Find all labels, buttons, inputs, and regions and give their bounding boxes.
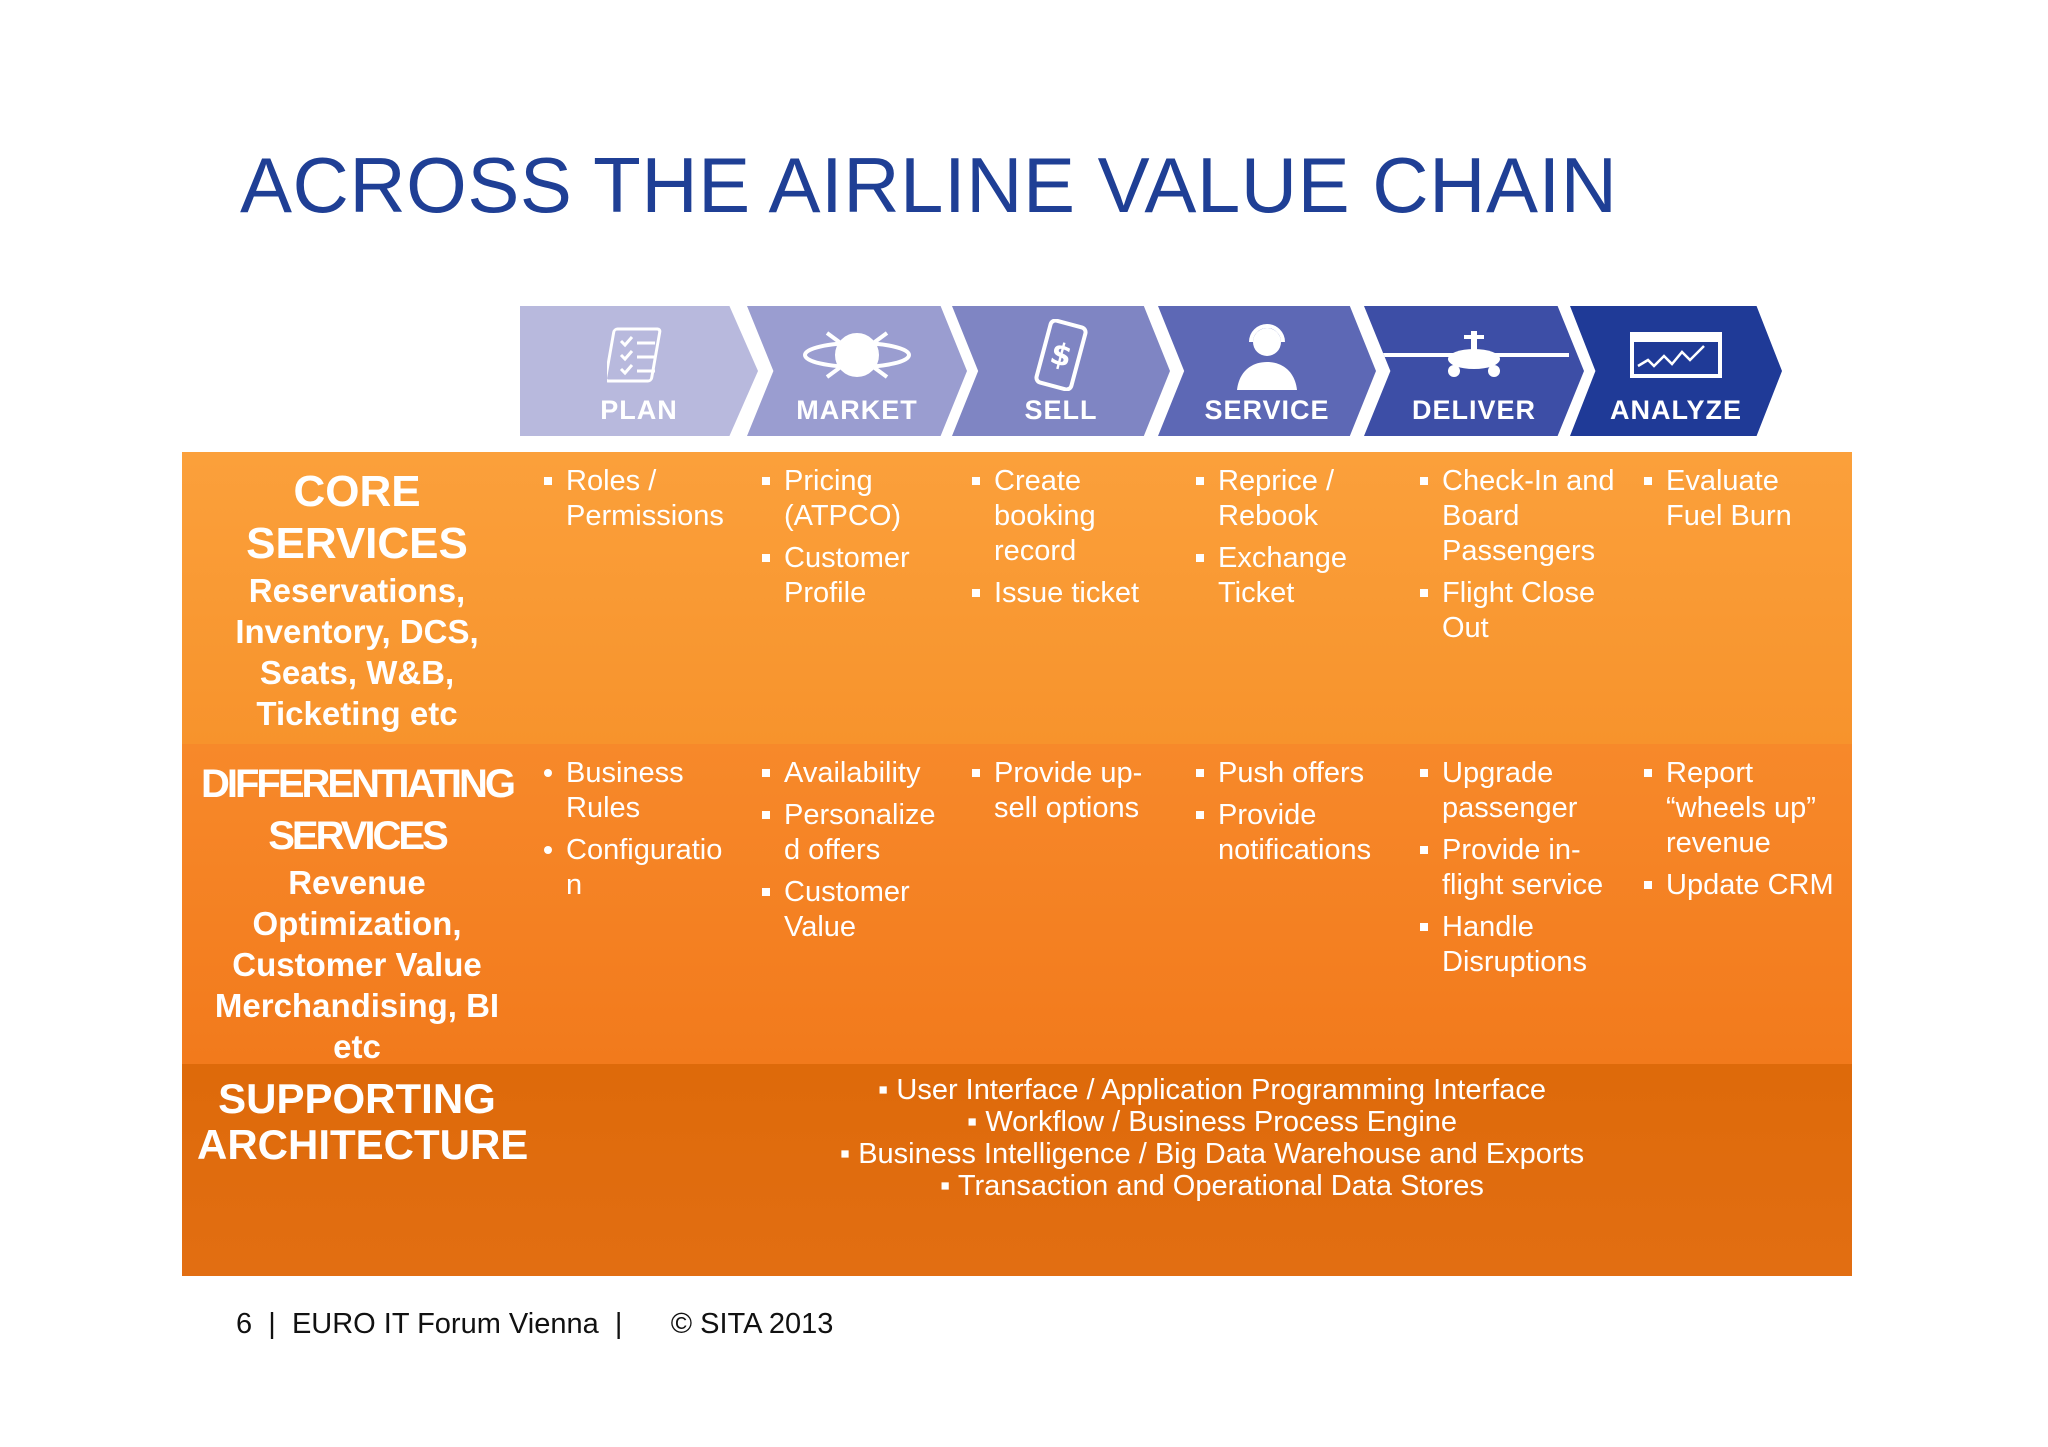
stage-deliver: DELIVER xyxy=(1364,306,1584,436)
stage-plan: PLAN xyxy=(520,306,758,436)
list-item: Customer Profile xyxy=(762,541,942,611)
stage-sell: $ SELL xyxy=(952,306,1170,436)
phone-dollar-icon: $ xyxy=(952,314,1170,396)
core-services-band: CORE SERVICES Reservations, Inventory, D… xyxy=(182,452,1852,744)
list-item: Reprice / Rebook xyxy=(1196,464,1386,534)
svg-text:$: $ xyxy=(1046,336,1075,375)
stage-label: SELL xyxy=(1024,395,1098,425)
list-item: Business Rules xyxy=(544,756,734,826)
core-cell-sell: Create booking record Issue ticket xyxy=(972,464,1162,618)
separator: | xyxy=(268,1308,276,1340)
list-item: Provide in-flight service xyxy=(1420,833,1620,903)
list-item: Exchange Ticket xyxy=(1196,541,1386,611)
list-item: Check-In and Board Passengers xyxy=(1420,464,1620,569)
list-item: Flight Close Out xyxy=(1420,576,1620,646)
airplane-icon xyxy=(1364,314,1584,396)
list-item: Personalize d offers xyxy=(762,798,942,868)
stage-label: PLAN xyxy=(600,395,678,425)
separator: | xyxy=(614,1308,623,1340)
stage-label: ANALYZE xyxy=(1609,395,1743,425)
list-item: Roles / Permissions xyxy=(544,464,744,534)
list-item: Availability xyxy=(762,756,942,791)
diff-cell-analyze: Report “wheels up” revenue Update CRM xyxy=(1644,756,1834,910)
list-item: Report “wheels up” revenue xyxy=(1644,756,1834,861)
architecture-list: User Interface / Application Programming… xyxy=(572,1074,1852,1202)
stage-market: MARKET xyxy=(747,306,967,436)
list-item: Customer Value xyxy=(762,875,942,945)
list-item: Transaction and Operational Data Stores xyxy=(572,1170,1852,1202)
copyright: © SITA 2013 xyxy=(670,1308,834,1340)
list-item: Create booking record xyxy=(972,464,1162,569)
list-item: Provide up-sell options xyxy=(972,756,1162,826)
list-item: Update CRM xyxy=(1644,868,1834,903)
list-item: Business Intelligence / Big Data Warehou… xyxy=(572,1138,1852,1170)
diff-cell-plan: Business Rules Configuratio n xyxy=(544,756,734,910)
slide-footer: 6 | EURO IT Forum Vienna | © SITA 2013 xyxy=(236,1308,833,1341)
list-item: Provide notifications xyxy=(1196,798,1396,868)
core-cell-service: Reprice / Rebook Exchange Ticket xyxy=(1196,464,1386,618)
event-name: EURO IT Forum Vienna xyxy=(291,1308,599,1340)
stage-label: DELIVER xyxy=(1411,395,1537,425)
diff-cell-sell: Provide up-sell options xyxy=(972,756,1162,833)
diff-cell-deliver: Upgrade passenger Provide in-flight servi… xyxy=(1420,756,1620,987)
stage-service: SERVICE xyxy=(1158,306,1376,436)
agent-headset-icon xyxy=(1158,314,1376,396)
list-item: Configuratio n xyxy=(544,833,734,903)
diff-cell-market: Availability Personalize d offers Customer… xyxy=(762,756,942,952)
list-item: Handle Disruptions xyxy=(1420,910,1620,980)
core-cell-plan: Roles / Permissions xyxy=(544,464,744,541)
chart-screen-icon xyxy=(1570,314,1782,396)
core-cell-deliver: Check-In and Board Passengers Flight Clos… xyxy=(1420,464,1620,653)
list-item: Push offers xyxy=(1196,756,1396,791)
differentiating-services-heading: DIFFERENTIATING SERVICES Revenue Optimiz… xyxy=(200,762,516,1065)
value-chain-chevrons: PLAN MARKET $ SELL SERVICE DELIVER ANALY… xyxy=(520,306,1782,436)
core-services-heading: CORE SERVICES Reservations, Inventory, D… xyxy=(235,467,479,732)
list-item: Pricing (ATPCO) xyxy=(762,464,942,534)
stage-label: SERVICE xyxy=(1204,395,1330,425)
list-item: Issue ticket xyxy=(972,576,1162,611)
slide-title: ACROSS THE AIRLINE VALUE CHAIN xyxy=(240,141,1618,229)
checklist-icon xyxy=(520,314,758,396)
list-item: Upgrade passenger xyxy=(1420,756,1620,826)
list-item: User Interface / Application Programming… xyxy=(572,1074,1852,1106)
page-number: 6 xyxy=(236,1308,253,1340)
supporting-architecture-band: SUPPORTING ARCHITECTURE User Interface /… xyxy=(182,1064,1852,1276)
globe-icon xyxy=(747,314,967,396)
list-item: Evaluate Fuel Burn xyxy=(1644,464,1834,534)
stage-analyze: ANALYZE xyxy=(1570,306,1782,436)
diff-cell-service: Push offers Provide notifications xyxy=(1196,756,1396,875)
differentiating-services-band: DIFFERENTIATING SERVICES Revenue Optimiz… xyxy=(182,744,1852,1065)
stage-label: MARKET xyxy=(796,395,918,425)
core-cell-analyze: Evaluate Fuel Burn xyxy=(1644,464,1834,541)
supporting-architecture-heading: SUPPORTING ARCHITECTURE xyxy=(197,1075,529,1168)
core-cell-market: Pricing (ATPCO) Customer Profile xyxy=(762,464,942,618)
list-item: Workflow / Business Process Engine xyxy=(572,1106,1852,1138)
